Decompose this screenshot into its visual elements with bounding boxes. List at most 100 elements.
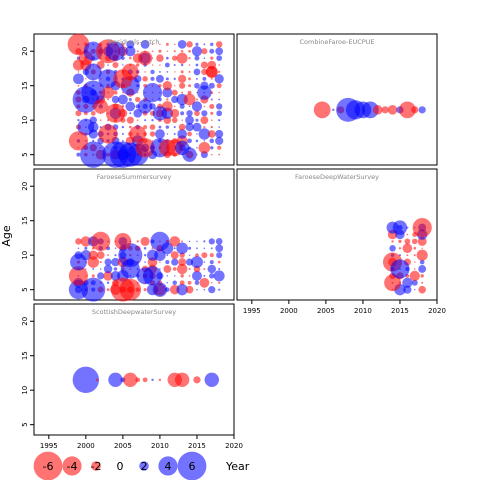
residual-bubble	[155, 129, 165, 139]
residual-bubble	[154, 249, 166, 261]
residual-bubble	[187, 90, 192, 95]
residual-bubble	[421, 247, 423, 250]
residual-bubble	[389, 245, 396, 252]
residual-bubble	[218, 126, 220, 128]
residual-bubble	[174, 275, 176, 277]
residual-bubble	[97, 272, 105, 280]
residual-bubble	[107, 98, 109, 101]
residual-bubble	[151, 378, 154, 382]
residual-bubble	[181, 119, 183, 121]
residual-bubble	[159, 43, 161, 46]
residual-bubble	[103, 264, 113, 274]
residual-bubble	[214, 74, 224, 84]
residual-bubble	[409, 270, 420, 282]
residual-bubble	[129, 56, 132, 60]
residual-bubble	[398, 239, 402, 244]
residual-bubble	[411, 279, 418, 286]
residual-bubble	[188, 49, 191, 53]
residual-bubble	[210, 42, 214, 47]
residual-bubble	[149, 131, 156, 137]
residual-bubble	[203, 247, 206, 250]
x-tick-label: 2015	[188, 442, 206, 450]
x-tick-label: 2020	[225, 442, 243, 450]
residual-bubble	[179, 82, 186, 89]
legend-bubble	[177, 451, 207, 481]
residual-bubble	[142, 76, 148, 82]
residual-bubble	[166, 50, 169, 53]
legend-bubble	[91, 461, 101, 471]
residual-bubble	[203, 274, 206, 277]
residual-bubble	[92, 268, 95, 270]
residual-bubble	[173, 43, 176, 46]
residual-bubble	[208, 82, 215, 89]
residual-bubble	[187, 138, 192, 144]
residual-bubble	[203, 240, 206, 243]
y-tick-label: 5	[21, 152, 29, 156]
residual-bubble	[402, 277, 413, 288]
residual-bubble	[143, 125, 148, 130]
residual-bubble	[195, 118, 199, 122]
x-tick-label: 2005	[114, 442, 132, 450]
residual-bubble	[149, 124, 156, 130]
residual-bubble	[112, 62, 119, 69]
residual-bubble	[208, 286, 216, 294]
residual-bubble	[181, 240, 184, 243]
residual-bubble	[203, 57, 206, 59]
residual-bubble	[203, 267, 206, 270]
residual-bubble	[218, 153, 221, 156]
residual-bubble	[185, 115, 194, 125]
residual-bubble	[158, 125, 162, 129]
residual-bubble	[80, 141, 107, 168]
residual-bubble	[142, 377, 148, 383]
residual-bubble	[91, 274, 95, 278]
residual-bubble	[197, 85, 212, 100]
residual-bubble	[173, 50, 176, 53]
residual-bubble	[77, 71, 80, 73]
residual-bubble	[201, 252, 208, 259]
residual-bubble	[177, 39, 187, 49]
residual-bubble	[80, 236, 92, 247]
residual-bubble	[155, 74, 164, 83]
residual-bubble	[126, 40, 135, 49]
residual-bubble	[111, 95, 120, 104]
residual-bubble	[171, 95, 179, 104]
residual-bubble	[210, 247, 213, 250]
residual-bubble	[398, 101, 416, 119]
residual-bubble	[203, 43, 206, 46]
residual-bubble	[191, 270, 202, 281]
residual-bubble	[114, 232, 132, 250]
residual-bubble	[196, 288, 198, 291]
residual-bubble	[166, 71, 169, 73]
residual-bubble	[113, 267, 118, 271]
panels-layer: Residuals-catch 5 10 15 20 CombineFaroe-EUCPU…	[21, 33, 446, 450]
residual-bubble	[162, 87, 173, 98]
residual-bubble	[209, 273, 215, 279]
residual-bubble	[203, 140, 206, 142]
residual-bubble	[77, 119, 80, 122]
residual-bubble	[125, 46, 136, 57]
y-tick-label: 5	[21, 422, 29, 426]
residual-bubble	[193, 68, 201, 76]
residual-bubble	[68, 131, 89, 151]
residual-bubble	[174, 84, 176, 87]
residual-bubble	[150, 69, 155, 75]
residual-bubble	[151, 43, 154, 46]
residual-bubble	[185, 285, 194, 294]
legend-bubble	[62, 456, 82, 476]
residual-bubble	[152, 106, 168, 121]
residual-bubble	[192, 122, 202, 132]
x-tick-label: 2010	[354, 307, 372, 315]
residual-bubble	[215, 47, 224, 56]
residual-bubble	[156, 54, 164, 62]
residual-bubble	[210, 77, 213, 80]
residual-bubble	[140, 39, 150, 49]
residual-bubble	[210, 56, 214, 60]
residual-bubble	[218, 281, 221, 284]
panel-frame	[236, 168, 438, 301]
residual-bubble	[90, 110, 96, 116]
residual-bubble	[142, 83, 163, 103]
residual-bubble	[411, 106, 419, 114]
residual-bubble	[406, 254, 409, 257]
residual-bubble	[209, 138, 215, 144]
